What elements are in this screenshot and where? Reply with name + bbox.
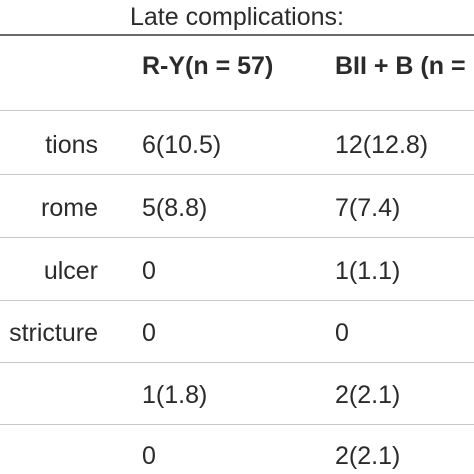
table-caption: Late complications: xyxy=(129,3,344,31)
cell-bii-b: 2(2.1) xyxy=(335,381,401,409)
row-divider xyxy=(0,362,474,363)
row-label: rome xyxy=(41,194,98,222)
table-top-rule xyxy=(0,34,474,36)
cell-ry: 6(10.5) xyxy=(142,131,222,159)
cell-bii-b: 12(12.8) xyxy=(335,131,429,159)
cell-bii-b: 7(7.4) xyxy=(335,194,401,222)
cell-ry: 5(8.8) xyxy=(142,194,208,222)
cell-bii-b: 2(2.1) xyxy=(335,442,401,470)
row-label: tions xyxy=(45,131,98,159)
row-divider xyxy=(0,300,474,301)
row-label: ulcer xyxy=(43,257,98,285)
cell-ry: 0 xyxy=(142,319,156,347)
cell-ry: 1(1.8) xyxy=(142,381,208,409)
header-ry: R-Y(n = 57) xyxy=(142,52,274,80)
row-divider xyxy=(0,237,474,238)
row-divider xyxy=(0,424,474,425)
cell-ry: 0 xyxy=(142,257,156,285)
row-divider xyxy=(0,174,474,175)
header-divider xyxy=(0,110,474,111)
cell-bii-b: 1(1.1) xyxy=(335,257,401,285)
cell-bii-b: 0 xyxy=(335,319,349,347)
cell-ry: 0 xyxy=(142,442,156,470)
header-bii-b: BII + B (n = xyxy=(335,52,466,80)
row-label: stricture xyxy=(9,319,98,347)
